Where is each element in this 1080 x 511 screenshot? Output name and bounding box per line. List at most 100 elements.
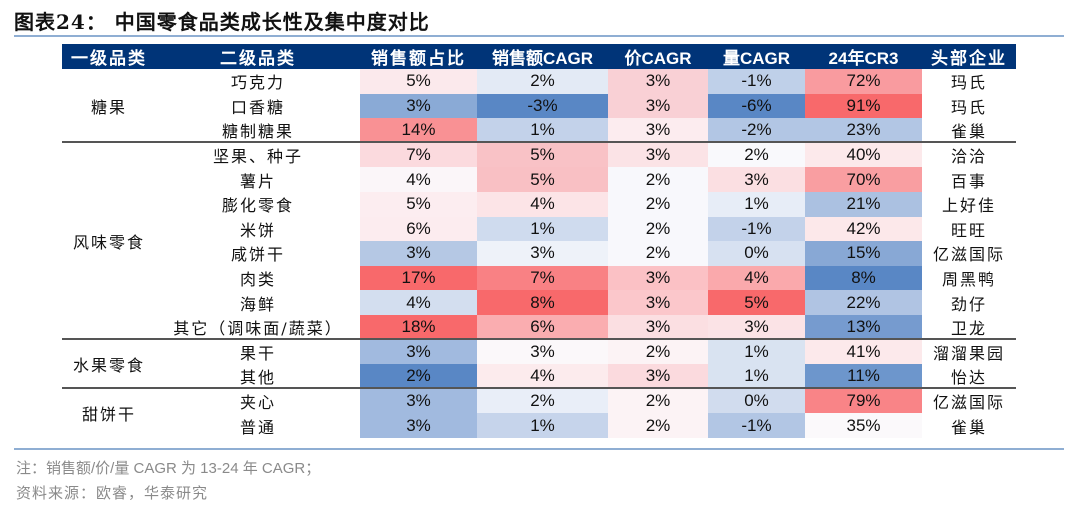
sales-cagr-cell: 3% [477, 339, 608, 365]
price-cagr-cell: 2% [608, 167, 708, 192]
cr3-cell: 70% [805, 167, 922, 192]
sales-share-cell: 5% [360, 191, 477, 217]
leading-company: 玛氏 [950, 97, 987, 117]
sales-cagr-cell: 3% [477, 241, 608, 266]
group-divider [62, 140, 1016, 143]
header-level1: 一级品类 [71, 49, 147, 69]
price-cagr-cell: 2% [608, 388, 708, 414]
level1-category: 糖果 [90, 97, 127, 117]
sales-share-cell: 3% [360, 388, 477, 414]
sales-share-cell: 2% [360, 364, 477, 389]
sales-share-cell: 7% [360, 142, 477, 168]
cr3-cell: 42% [805, 216, 922, 242]
sales-share-cell: 6% [360, 216, 477, 242]
level2-category: 薯片 [239, 171, 276, 191]
volume-cagr-cell: -1% [708, 413, 805, 438]
sales-cagr-cell: 7% [477, 265, 608, 291]
level2-category: 口香糖 [230, 97, 285, 117]
price-cagr-cell: 3% [608, 314, 708, 340]
level2-category: 夹心 [239, 393, 276, 413]
volume-cagr-cell: 3% [708, 167, 805, 192]
sales-cagr-cell: 1% [477, 413, 608, 438]
figure-title: 图表24： 中国零食品类成长性及集中度对比 [14, 10, 430, 34]
volume-cagr-cell: -2% [708, 118, 805, 143]
cr3-cell: 21% [805, 191, 922, 217]
cr3-cell: 91% [805, 93, 922, 119]
bottom-divider [14, 448, 1064, 450]
leading-company: 雀巢 [950, 122, 987, 142]
header-price-cagr: 价CAGR [624, 49, 692, 68]
group-divider [62, 386, 1016, 389]
volume-cagr-cell: 4% [708, 265, 805, 291]
group-divider [62, 337, 1016, 340]
cr3-cell: 15% [805, 241, 922, 266]
sales-cagr-cell: 6% [477, 314, 608, 340]
table-row: 其他 2% 4% 3% 1% 11% 怡达 [156, 364, 1016, 389]
sales-cagr-cell: 4% [477, 191, 608, 217]
volume-cagr-cell: 1% [708, 364, 805, 389]
table-row: 果干 3% 3% 2% 1% 41% 溜溜果园 [156, 339, 1016, 365]
cr3-cell: 72% [805, 69, 922, 94]
table-row: 海鲜 4% 8% 3% 5% 22% 劲仔 [156, 290, 1016, 315]
leading-company: 卫龙 [950, 319, 987, 339]
cr3-cell: 11% [805, 364, 922, 389]
level2-category: 海鲜 [239, 294, 276, 314]
price-cagr-cell: 3% [608, 93, 708, 119]
table-row: 巧克力 5% 2% 3% -1% 72% 玛氏 [156, 69, 1016, 94]
sales-cagr-cell: 5% [477, 142, 608, 168]
leading-company: 怡达 [950, 368, 987, 388]
leading-company: 溜溜果园 [932, 343, 1005, 363]
category-table: 一级品类 二级品类 销售额占比 销售额CAGR 价CAGR 量CAGR 24年C… [62, 44, 1016, 438]
level2-category: 咸饼干 [230, 245, 285, 265]
cr3-cell: 13% [805, 314, 922, 340]
leading-company: 上好佳 [941, 196, 996, 216]
cr3-cell: 79% [805, 388, 922, 414]
leading-company: 亿滋国际 [932, 393, 1005, 413]
price-cagr-cell: 3% [608, 69, 708, 94]
price-cagr-cell: 2% [608, 191, 708, 217]
level2-category: 肉类 [239, 270, 276, 290]
header-cr3: 24年CR3 [828, 49, 899, 68]
category-group: 糖果 巧克力 5% 2% 3% -1% 72% 玛氏 口香糖 3% -3% 3% -6% 91% 玛氏 糖制糖… [62, 69, 1016, 143]
sales-cagr-cell: 8% [477, 290, 608, 315]
level2-category: 坚果、种子 [212, 147, 303, 167]
volume-cagr-cell: 0% [708, 388, 805, 414]
table-row: 口香糖 3% -3% 3% -6% 91% 玛氏 [156, 93, 1016, 119]
source-note: 资料来源：欧睿，华泰研究 [16, 484, 209, 502]
sales-share-cell: 4% [360, 167, 477, 192]
sales-share-cell: 3% [360, 241, 477, 266]
sales-share-cell: 5% [360, 69, 477, 94]
header-sales-share: 销售额占比 [371, 49, 466, 69]
level2-category: 普通 [239, 417, 276, 437]
level2-category: 其他 [239, 368, 276, 388]
price-cagr-cell: 3% [608, 142, 708, 168]
header-level2: 二级品类 [220, 49, 296, 69]
header-sales-cagr: 销售额CAGR [491, 49, 594, 68]
price-cagr-cell: 3% [608, 290, 708, 315]
volume-cagr-cell: 2% [708, 142, 805, 168]
table-body: 糖果 巧克力 5% 2% 3% -1% 72% 玛氏 口香糖 3% -3% 3% -6% 91% 玛氏 糖制糖… [62, 69, 1016, 438]
table-row: 薯片 4% 5% 2% 3% 70% 百事 [156, 167, 1016, 192]
price-cagr-cell: 2% [608, 241, 708, 266]
sales-share-cell: 18% [360, 314, 477, 340]
category-group: 甜饼干 夹心 3% 2% 2% 0% 79% 亿滋国际 普通 3% 1% 2% -1% 35% 雀巢 [62, 388, 1016, 438]
table-row: 糖制糖果 14% 1% 3% -2% 23% 雀巢 [156, 118, 1016, 143]
title-divider [14, 35, 1064, 37]
level2-category: 糖制糖果 [221, 122, 294, 142]
level2-category: 果干 [239, 343, 276, 363]
sales-cagr-cell: -3% [477, 93, 608, 119]
table-row: 坚果、种子 7% 5% 3% 2% 40% 洽洽 [156, 142, 1016, 168]
price-cagr-cell: 3% [608, 118, 708, 143]
level1-category: 水果零食 [72, 356, 145, 376]
price-cagr-cell: 2% [608, 339, 708, 365]
header-volume-cagr: 量CAGR [722, 49, 791, 68]
category-group: 水果零食 果干 3% 3% 2% 1% 41% 溜溜果园 其他 2% 4% 3% 1% 11% 怡达 [62, 339, 1016, 389]
volume-cagr-cell: 1% [708, 191, 805, 217]
sales-cagr-cell: 5% [477, 167, 608, 192]
cr3-cell: 35% [805, 413, 922, 438]
volume-cagr-cell: 3% [708, 314, 805, 340]
table-row: 膨化零食 5% 4% 2% 1% 21% 上好佳 [156, 191, 1016, 217]
price-cagr-cell: 2% [608, 216, 708, 242]
cr3-cell: 8% [805, 265, 922, 291]
leading-company: 雀巢 [950, 417, 987, 437]
